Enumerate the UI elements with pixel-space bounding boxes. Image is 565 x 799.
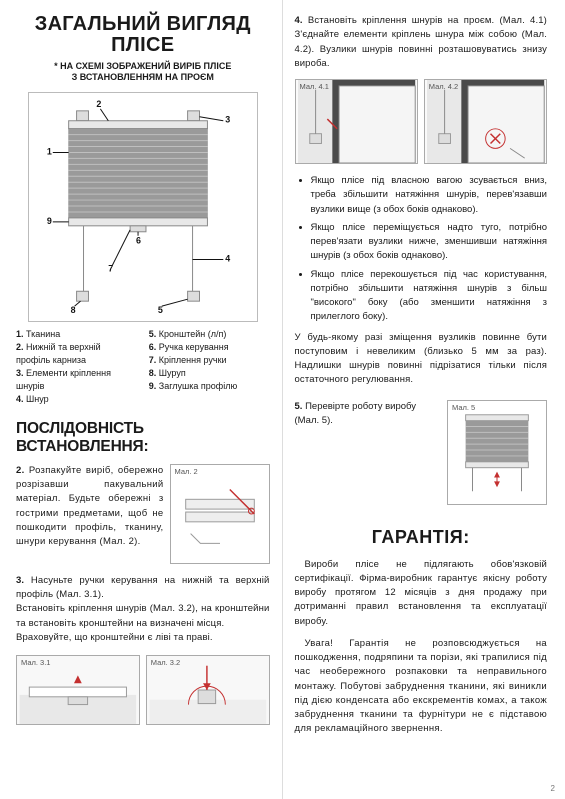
legend-8: Шуруп bbox=[159, 368, 186, 378]
step-2-num: 2. bbox=[16, 465, 25, 476]
step-2-text: 2. Розпакуйте виріб, обережно розрізавши… bbox=[16, 464, 164, 564]
after-bullets-text: У будь-якому разі зміщення вузликів пови… bbox=[295, 331, 548, 388]
subtitle: * НА СХЕМІ ЗОБРАЖЕНИЙ ВИРІБ ПЛІСЕ З ВСТА… bbox=[16, 61, 270, 84]
step-2-block: 2. Розпакуйте виріб, обережно розрізавши… bbox=[16, 464, 270, 564]
warranty-p2: Увага! Гарантія не розповсюджується на п… bbox=[295, 637, 548, 737]
step-4-text: 4. Встановіть кріплення шнурів на проєм.… bbox=[295, 14, 548, 71]
title-line-1: ЗАГАЛЬНИЙ ВИГЛЯД bbox=[35, 13, 251, 35]
step-4-body: Встановіть кріплення шнурів на проєм. (М… bbox=[295, 15, 548, 69]
figure-4-1-svg bbox=[296, 80, 417, 163]
step-3-num: 3. bbox=[16, 575, 24, 586]
legend: 1. Тканина 2. Нижній та верхній профіль … bbox=[16, 328, 270, 406]
bullet-2: Якщо плісе переміщується надто туго, пот… bbox=[311, 221, 548, 264]
svg-text:1: 1 bbox=[47, 146, 52, 156]
svg-text:4: 4 bbox=[225, 253, 230, 263]
legend-4: Шнур bbox=[26, 394, 49, 404]
figure-5-label: Мал. 5 bbox=[452, 403, 475, 412]
figure-4-1: Мал. 4.1 bbox=[295, 79, 418, 164]
subtitle-line-2: З ВСТАНОВЛЕННЯМ НА ПРОЄМ bbox=[72, 72, 214, 82]
step-5-text: 5. Перевірте роботу виробу (Мал. 5). bbox=[295, 400, 440, 429]
legend-2: Нижній та верхній профіль карниза bbox=[16, 342, 101, 365]
svg-text:2: 2 bbox=[96, 98, 101, 108]
warranty-p1: Вироби плісе не підлягають обов'язковій … bbox=[295, 558, 548, 629]
legend-5: Кронштейн (л/п) bbox=[159, 329, 227, 339]
right-column: 4. Встановіть кріплення шнурів на проєм.… bbox=[283, 0, 565, 799]
step-3b: Встановіть кріплення шнурів (Мал. 3.2), … bbox=[16, 603, 270, 628]
legend-3: Елементи кріплення шнурів bbox=[16, 368, 111, 391]
legend-7: Кріплення ручки bbox=[159, 355, 227, 365]
svg-text:8: 8 bbox=[70, 305, 75, 315]
figure-4-2-svg bbox=[425, 80, 546, 163]
figure-2-label: Мал. 2 bbox=[175, 467, 198, 476]
top-figures: Мал. 4.1 Мал. 4.2 bbox=[295, 79, 548, 164]
legend-col-1: 1. Тканина 2. Нижній та верхній профіль … bbox=[16, 328, 137, 406]
figure-3-2: Мал. 3.2 bbox=[146, 655, 270, 725]
figure-3-1: Мал. 3.1 bbox=[16, 655, 140, 725]
legend-col-2: 5. Кронштейн (л/п) 6. Ручка керування 7.… bbox=[149, 328, 270, 406]
step-3a: Насуньте ручки керування на нижній та ве… bbox=[16, 575, 270, 600]
main-title: ЗАГАЛЬНИЙ ВИГЛЯД ПЛІСЕ bbox=[16, 14, 270, 56]
adjustment-bullets: Якщо плісе під власною вагою зсувається … bbox=[295, 174, 548, 325]
figure-5-svg bbox=[448, 401, 546, 504]
step-3-block: 3. Насуньте ручки керування на нижній та… bbox=[16, 574, 270, 645]
step-3c: Враховуйте, що кронштейни є ліві та прав… bbox=[16, 632, 213, 643]
subtitle-line-1: * НА СХЕМІ ЗОБРАЖЕНИЙ ВИРІБ ПЛІСЕ bbox=[54, 61, 231, 71]
step-5-num: 5. bbox=[295, 401, 303, 412]
figure-2-svg bbox=[171, 465, 269, 563]
svg-text:9: 9 bbox=[47, 215, 52, 225]
figure-4-2: Мал. 4.2 bbox=[424, 79, 547, 164]
document-page: ЗАГАЛЬНИЙ ВИГЛЯД ПЛІСЕ * НА СХЕМІ ЗОБРАЖ… bbox=[0, 0, 565, 799]
left-column: ЗАГАЛЬНИЙ ВИГЛЯД ПЛІСЕ * НА СХЕМІ ЗОБРАЖ… bbox=[0, 0, 283, 799]
figure-4-1-label: Мал. 4.1 bbox=[300, 82, 329, 91]
figure-2: Мал. 2 bbox=[170, 464, 270, 564]
step-2-body: Розпакуйте виріб, обережно розрізавши па… bbox=[16, 465, 164, 547]
main-diagram: 1 2 3 4 5 6 7 8 9 bbox=[28, 92, 258, 322]
svg-text:3: 3 bbox=[225, 114, 230, 124]
figure-3-2-label: Мал. 3.2 bbox=[151, 658, 180, 667]
sequence-title: ПОСЛІДОВНІСТЬ ВСТАНОВЛЕННЯ: bbox=[16, 420, 270, 456]
figure-5: Мал. 5 bbox=[447, 400, 547, 505]
figure-3-1-label: Мал. 3.1 bbox=[21, 658, 50, 667]
svg-text:5: 5 bbox=[158, 305, 163, 315]
step-5-block: 5. Перевірте роботу виробу (Мал. 5). Мал… bbox=[295, 400, 548, 505]
svg-text:6: 6 bbox=[136, 235, 141, 245]
title-line-2: ПЛІСЕ bbox=[111, 34, 174, 56]
bottom-figures: Мал. 3.1 Мал. 3.2 bbox=[16, 655, 270, 725]
blind-diagram-svg: 1 2 3 4 5 6 7 8 9 bbox=[29, 93, 257, 321]
figure-4-2-label: Мал. 4.2 bbox=[429, 82, 458, 91]
step-5-body: Перевірте роботу виробу (Мал. 5). bbox=[295, 401, 417, 426]
bullet-1: Якщо плісе під власною вагою зсувається … bbox=[311, 174, 548, 217]
warranty-title: ГАРАНТІЯ: bbox=[295, 527, 548, 548]
legend-6: Ручка керування bbox=[159, 342, 229, 352]
step-4-num: 4. bbox=[295, 15, 303, 26]
bullet-3: Якщо плісе перекошується під час користу… bbox=[311, 268, 548, 325]
legend-1: Тканина bbox=[26, 329, 60, 339]
legend-9: Заглушка профілю bbox=[159, 381, 237, 391]
page-number: 2 bbox=[551, 784, 555, 793]
